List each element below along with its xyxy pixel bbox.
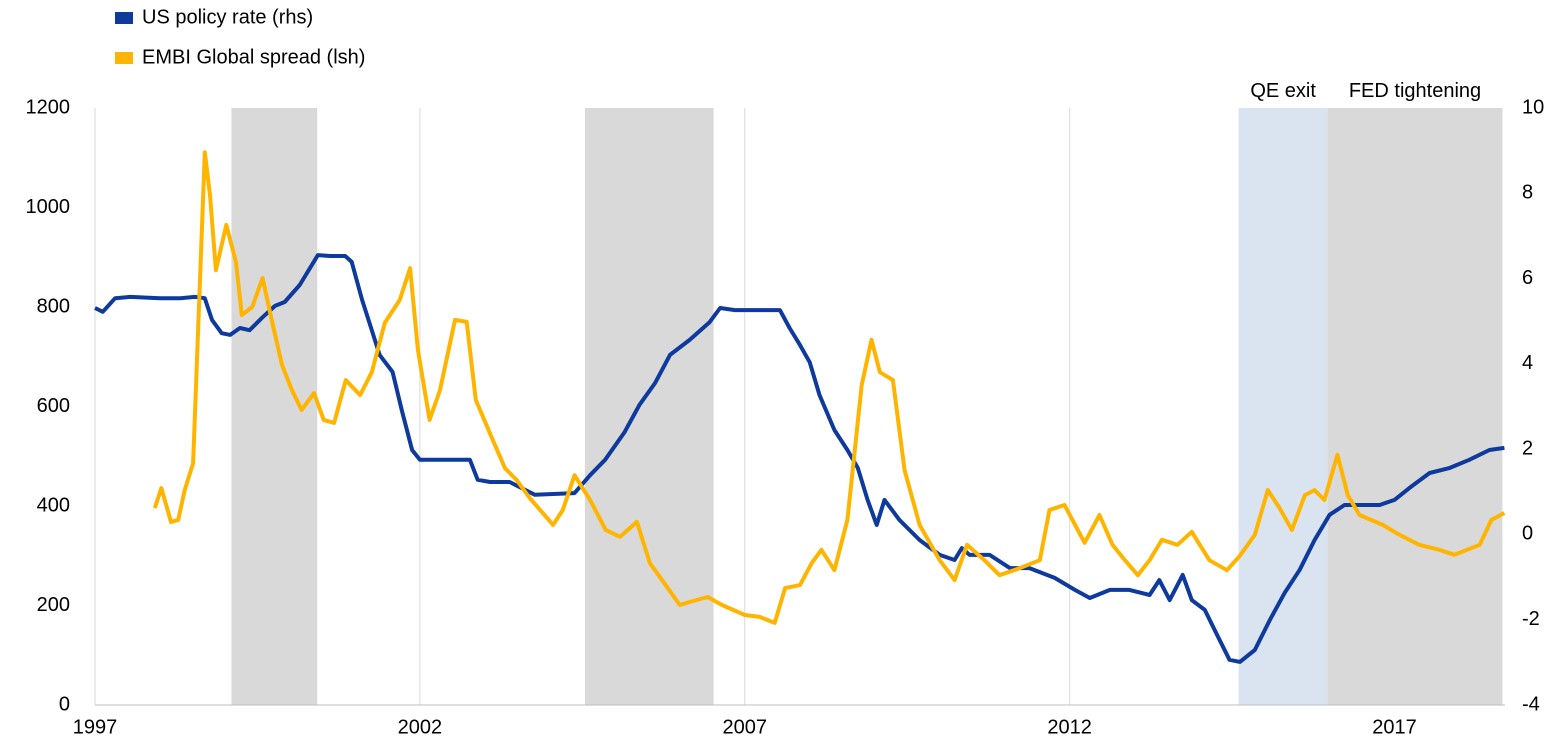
- y2-tick-label: -4: [1522, 693, 1540, 715]
- y-tick-label: 1200: [26, 96, 71, 118]
- shaded-period: [1327, 108, 1503, 705]
- y2-tick-label: 0: [1522, 523, 1533, 545]
- y2-tick-label: 6: [1522, 267, 1533, 289]
- period-label: QE exit: [1250, 80, 1316, 102]
- y2-tick-label: 8: [1522, 182, 1533, 204]
- y2-tick-label: 10: [1522, 96, 1544, 118]
- y2-tick-label: 4: [1522, 352, 1533, 374]
- x-tick-label: 2002: [398, 716, 443, 738]
- legend-label: EMBI Global spread (lsh): [142, 46, 365, 68]
- legend-swatch: [115, 12, 133, 24]
- series-line: [152, 150, 1506, 625]
- x-tick-label: 2007: [723, 716, 768, 738]
- y-tick-label: 800: [37, 295, 70, 317]
- y-tick-label: 0: [59, 693, 70, 715]
- shaded-period: [584, 108, 714, 705]
- y-tick-label: 400: [37, 494, 70, 516]
- shaded-period: [1238, 108, 1328, 705]
- x-tick-label: 2017: [1372, 716, 1417, 738]
- legend-swatch: [115, 52, 133, 64]
- y-tick-label: 200: [37, 594, 70, 616]
- x-tick-label: 2012: [1047, 716, 1092, 738]
- y2-tick-label: -2: [1522, 608, 1540, 630]
- y-tick-label: 600: [37, 395, 70, 417]
- x-tick-label: 1997: [73, 716, 118, 738]
- y-tick-label: 1000: [26, 196, 71, 218]
- period-label: FED tightening: [1348, 80, 1482, 102]
- y2-tick-label: 2: [1522, 437, 1533, 459]
- legend-label: US policy rate (rhs): [142, 6, 313, 28]
- series-line: [94, 253, 1505, 664]
